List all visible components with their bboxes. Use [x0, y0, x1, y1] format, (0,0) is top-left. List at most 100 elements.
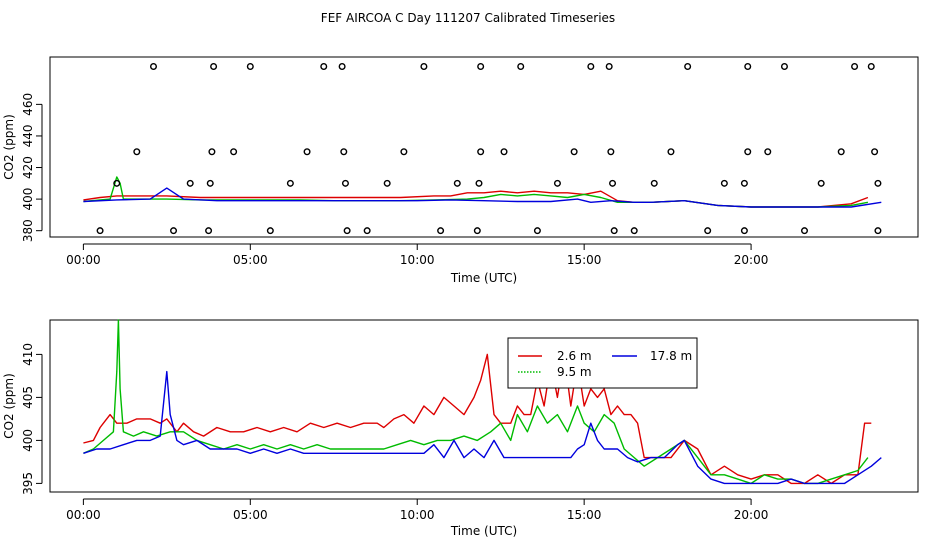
- top-calibration-point: [210, 62, 218, 70]
- bottom-chart: 00:00 05:00 10:00 15:00 20:00 395 400 405 410 T…: [2, 319, 919, 538]
- top-y-tick-label: 440: [21, 124, 35, 147]
- top-series-line-17-8-m: [83, 187, 882, 208]
- top-series-line-9-5-m: [83, 176, 869, 208]
- top-x-tick-label: 20:00: [734, 253, 769, 267]
- top-x-tick-label: 10:00: [400, 253, 435, 267]
- top-calibration-point: [473, 227, 481, 235]
- top-calibration-point: [420, 62, 428, 70]
- top-calibration-point: [667, 148, 675, 156]
- top-calibration-point: [630, 227, 638, 235]
- top-plot-frame: [49, 56, 919, 238]
- top-calibration-point: [286, 179, 294, 187]
- top-calibration-point: [186, 179, 194, 187]
- top-calibration-point: [320, 62, 328, 70]
- top-calibration-point: [96, 227, 104, 235]
- top-calibration-point: [383, 179, 391, 187]
- top-y-axis: 380 400 420 440 460: [21, 93, 43, 242]
- bottom-x-axis: 00:00 05:00 10:00 15:00 20:00: [66, 498, 769, 522]
- top-calibration-point: [744, 148, 752, 156]
- bottom-x-tick-label: 00:00: [66, 508, 101, 522]
- top-x-axis: 00:00 05:00 10:00 15:00 20:00: [66, 243, 769, 267]
- top-calibration-point: [113, 179, 121, 187]
- top-calibration-point: [400, 148, 408, 156]
- top-calibration-point: [874, 227, 882, 235]
- top-y-tick-label: 400: [21, 188, 35, 211]
- top-x-tick-label: 00:00: [66, 253, 101, 267]
- legend-label-2-6m: 2.6 m: [557, 349, 592, 363]
- top-calibration-point: [650, 179, 658, 187]
- top-calibration-point: [744, 62, 752, 70]
- bottom-x-tick-label: 10:00: [400, 508, 435, 522]
- top-calibration-point: [453, 179, 461, 187]
- bottom-y-axis-label: CO2 (ppm): [2, 373, 16, 439]
- top-calibration-points: [96, 62, 882, 235]
- top-chart: 00:00 05:00 10:00 15:00 20:00 380 400 420 440 46…: [2, 56, 919, 285]
- top-y-tick-label: 380: [21, 219, 35, 242]
- top-x-tick-label: 05:00: [233, 253, 268, 267]
- top-calibration-point: [800, 227, 808, 235]
- top-calibration-point: [170, 227, 178, 235]
- top-calibration-point: [341, 179, 349, 187]
- top-calibration-point: [609, 179, 617, 187]
- bottom-y-tick-label: 405: [21, 386, 35, 409]
- top-calibration-point: [684, 62, 692, 70]
- top-calibration-point: [149, 62, 157, 70]
- top-series: [83, 176, 882, 208]
- top-calibration-point: [817, 179, 825, 187]
- top-calibration-point: [837, 148, 845, 156]
- legend-label-9-5m: 9.5 m: [557, 365, 592, 379]
- legend-label-17-8m: 17.8 m: [650, 349, 692, 363]
- top-calibration-point: [605, 62, 613, 70]
- top-calibration-point: [720, 179, 728, 187]
- top-calibration-point: [500, 148, 508, 156]
- top-calibration-point: [740, 179, 748, 187]
- top-calibration-point: [338, 62, 346, 70]
- top-calibration-point: [871, 148, 879, 156]
- top-calibration-point: [570, 148, 578, 156]
- top-calibration-point: [133, 148, 141, 156]
- top-calibration-point: [874, 179, 882, 187]
- bottom-x-tick-label: 05:00: [233, 508, 268, 522]
- top-calibration-point: [437, 227, 445, 235]
- legend: 2.6 m 17.8 m 9.5 m: [507, 337, 698, 389]
- top-calibration-point: [230, 148, 238, 156]
- top-series-line-2-6-m: [83, 190, 869, 208]
- top-calibration-point: [475, 179, 483, 187]
- bottom-series-line-9-5-m: [83, 319, 869, 485]
- top-y-axis-label: CO2 (ppm): [2, 114, 16, 180]
- bottom-y-tick-label: 410: [21, 343, 35, 366]
- top-calibration-point: [303, 148, 311, 156]
- figure-title: FEF AIRCOA C Day 111207 Calibrated Times…: [321, 11, 615, 25]
- bottom-plot-frame: [49, 319, 919, 493]
- top-calibration-point: [553, 179, 561, 187]
- bottom-y-axis: 395 400 405 410: [21, 343, 43, 495]
- top-calibration-point: [206, 179, 214, 187]
- top-calibration-point: [704, 227, 712, 235]
- top-x-axis-label: Time (UTC): [450, 271, 517, 285]
- bottom-y-tick-label: 395: [21, 472, 35, 495]
- top-y-tick-label: 420: [21, 156, 35, 179]
- bottom-x-axis-label: Time (UTC): [450, 524, 517, 538]
- bottom-x-tick-label: 20:00: [734, 508, 769, 522]
- legend-box: [507, 337, 698, 389]
- top-calibration-point: [363, 227, 371, 235]
- top-calibration-point: [867, 62, 875, 70]
- bottom-series-line-17-8-m: [83, 370, 882, 485]
- top-calibration-point: [205, 227, 213, 235]
- top-calibration-point: [607, 148, 615, 156]
- top-calibration-point: [740, 227, 748, 235]
- top-y-tick-label: 460: [21, 93, 35, 116]
- top-calibration-point: [851, 62, 859, 70]
- top-calibration-point: [340, 148, 348, 156]
- top-calibration-point: [533, 227, 541, 235]
- top-calibration-point: [587, 62, 595, 70]
- top-calibration-point: [343, 227, 351, 235]
- top-calibration-point: [208, 148, 216, 156]
- top-calibration-point: [780, 62, 788, 70]
- top-calibration-point: [477, 148, 485, 156]
- top-calibration-point: [246, 62, 254, 70]
- top-calibration-point: [764, 148, 772, 156]
- bottom-y-tick-label: 400: [21, 429, 35, 452]
- bottom-series-line-2-6-m: [83, 353, 872, 485]
